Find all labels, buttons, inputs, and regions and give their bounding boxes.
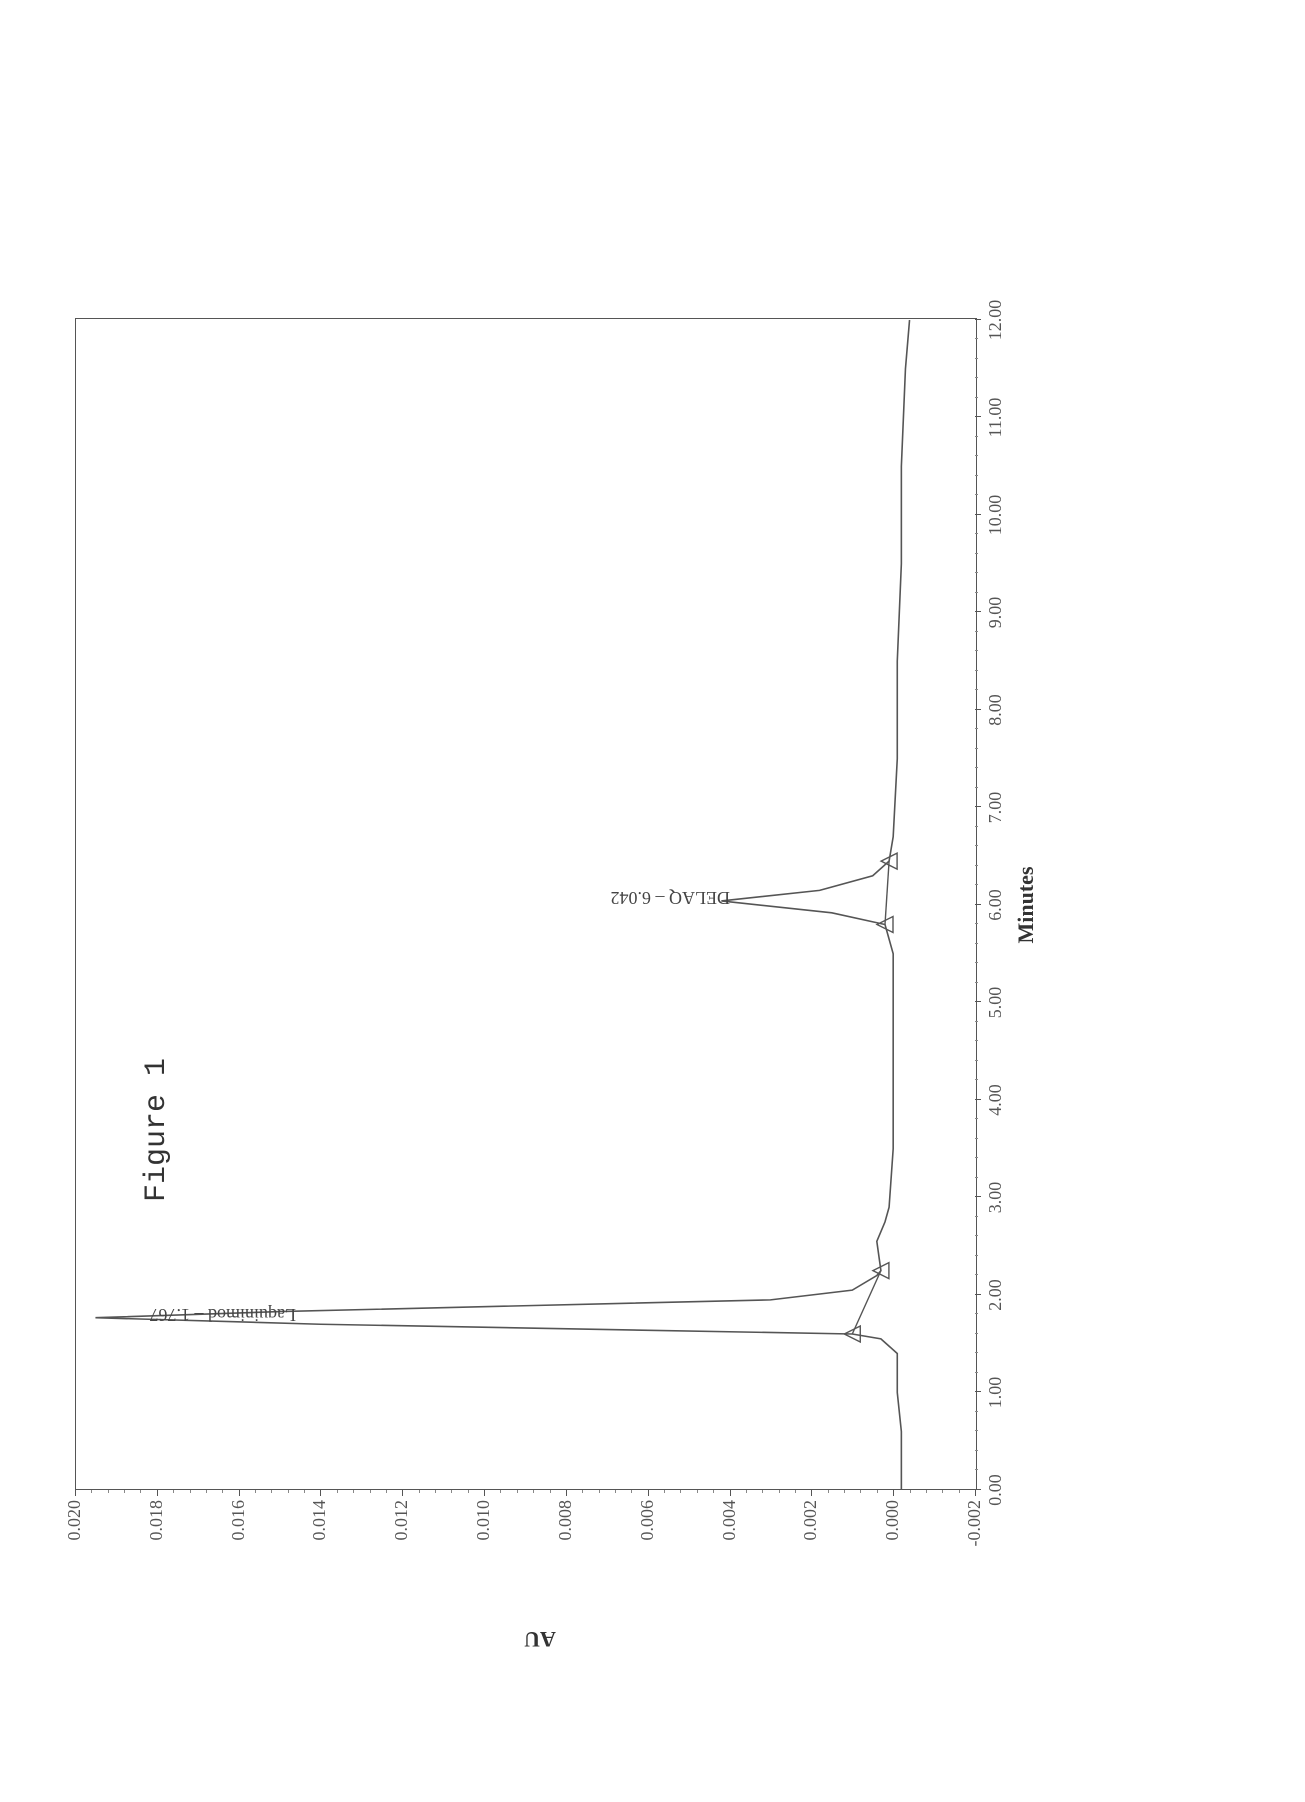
- x-tick-label: 10.00: [985, 485, 1006, 545]
- x-tick-label: 2.00: [985, 1265, 1006, 1325]
- x-axis-label: Minutes: [1013, 855, 1039, 955]
- x-tick-label: 5.00: [985, 973, 1006, 1033]
- peak-label: DELAQ – 6.042: [611, 887, 731, 908]
- x-tick-label: 4.00: [985, 1070, 1006, 1130]
- x-tick-label: 8.00: [985, 680, 1006, 740]
- figure-caption: Figure 1: [140, 375, 174, 1680]
- integration-baseline: [885, 861, 889, 924]
- x-tick-label: 6.00: [985, 875, 1006, 935]
- x-tick-label: 11.00: [985, 388, 1006, 448]
- y-axis-label: AU: [524, 1626, 556, 1652]
- x-tick-label: 12.00: [985, 290, 1006, 350]
- x-tick-label: 0.00: [985, 1460, 1006, 1520]
- x-tick-label: 9.00: [985, 583, 1006, 643]
- x-tick-label: 3.00: [985, 1168, 1006, 1228]
- x-tick-label: 7.00: [985, 778, 1006, 838]
- chromatogram-svg: [70, 318, 977, 1600]
- chromatogram-plot: AU -0.0020.0000.0020.0040.0060.0080.0100…: [70, 300, 1010, 1600]
- x-tick-label: 1.00: [985, 1363, 1006, 1423]
- integration-baseline: [852, 1271, 881, 1334]
